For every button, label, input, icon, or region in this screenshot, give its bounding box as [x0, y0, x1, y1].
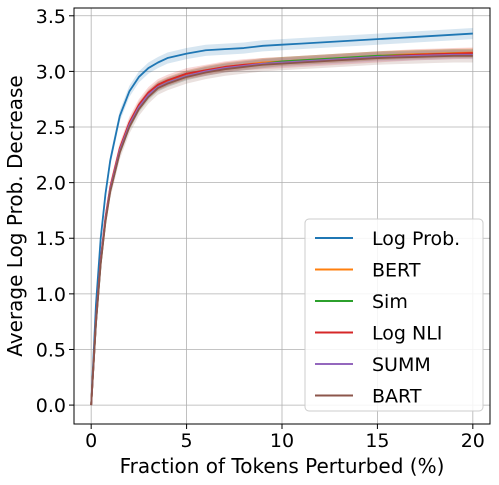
legend-label: BERT [372, 260, 421, 282]
y-tick-label: 0.5 [36, 339, 66, 361]
y-tick-label: 2.5 [36, 117, 66, 139]
x-tick-label: 20 [461, 430, 485, 452]
y-tick-label: 1.0 [36, 284, 66, 306]
grid [74, 8, 490, 424]
x-tick-label: 15 [365, 430, 389, 452]
series-lines [90, 32, 473, 406]
y-tick-label: 0.0 [36, 395, 66, 417]
legend-label: Log Prob. [372, 228, 460, 250]
legend-label: Log NLI [372, 323, 442, 345]
legend-label: Sim [372, 291, 408, 313]
y-tick-label: 3.0 [36, 61, 66, 83]
series-line [90, 54, 473, 406]
x-axis-ticks: 0 5 10 15 20 [85, 424, 485, 452]
series-line [90, 32, 473, 406]
legend-label: BART [372, 386, 422, 408]
y-tick-label: 1.5 [36, 228, 66, 250]
x-tick-label: 10 [270, 430, 294, 452]
legend-label: SUMM [372, 354, 431, 376]
x-tick-label: 5 [181, 430, 193, 452]
x-axis-label: Fraction of Tokens Perturbed (%) [120, 454, 445, 478]
y-tick-label: 3.5 [36, 6, 66, 28]
legend: Log Prob. BERT Sim Log NLI SUMM BART [304, 218, 484, 412]
y-axis-ticks: 0.0 0.5 1.0 1.5 2.0 2.5 3.0 3.5 [36, 6, 74, 417]
y-tick-label: 2.0 [36, 173, 66, 195]
y-axis-label: Average Log Prob. Decrease [3, 75, 27, 356]
x-tick-label: 0 [85, 430, 97, 452]
